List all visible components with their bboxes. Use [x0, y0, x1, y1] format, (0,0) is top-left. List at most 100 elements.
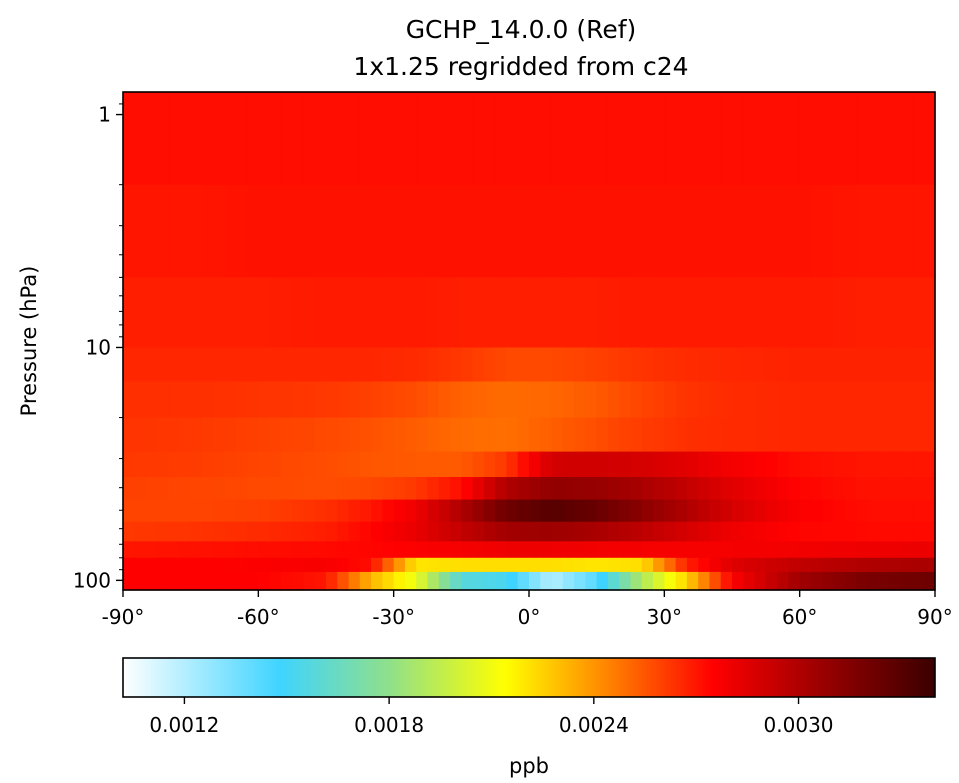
- heatmap-cell: [856, 477, 868, 501]
- heatmap-cell: [810, 184, 823, 278]
- heatmap-cell: [732, 541, 744, 559]
- heatmap-cell: [641, 557, 654, 573]
- heatmap-cell: [269, 347, 282, 383]
- heatmap-cell: [732, 477, 744, 501]
- heatmap-cell: [450, 92, 462, 186]
- heatmap-cell: [686, 451, 699, 478]
- heatmap-cell: [889, 499, 902, 523]
- heatmap-cell: [438, 277, 451, 349]
- heatmap-cell: [754, 277, 767, 349]
- heatmap-cell: [213, 499, 226, 523]
- heatmap-cell: [359, 571, 372, 591]
- heatmap-cell: [404, 347, 417, 383]
- heatmap-cell: [123, 277, 135, 349]
- heatmap-cell: [619, 347, 632, 383]
- heatmap-cell: [179, 92, 192, 186]
- heatmap-cell: [123, 417, 135, 453]
- heatmap-cell: [878, 92, 891, 186]
- heatmap-cell: [337, 571, 350, 591]
- heatmap-cell: [495, 541, 508, 559]
- heatmap-cell: [326, 451, 338, 478]
- heatmap-cell: [472, 477, 485, 501]
- heatmap-cell: [754, 477, 767, 501]
- heatmap-cell: [743, 499, 756, 523]
- heatmap-cell: [280, 92, 293, 186]
- heatmap-cell: [822, 571, 835, 591]
- heatmap-cell: [765, 477, 778, 501]
- heatmap-cell: [788, 417, 801, 453]
- heatmap-cell: [156, 477, 169, 501]
- heatmap-cell: [382, 451, 395, 478]
- heatmap-cell: [529, 521, 541, 542]
- heatmap-cell: [427, 499, 440, 523]
- heatmap-cell: [201, 557, 214, 573]
- heatmap-cell: [235, 499, 248, 523]
- heatmap-cell: [540, 477, 553, 501]
- heatmap-cell: [901, 571, 914, 591]
- heatmap-cell: [574, 347, 586, 383]
- heatmap-cell: [732, 347, 744, 383]
- heatmap-cell: [675, 92, 688, 186]
- heatmap-cell: [641, 451, 654, 478]
- heatmap-cell: [314, 92, 327, 186]
- heatmap-cell: [562, 417, 575, 453]
- heatmap-cell: [619, 541, 632, 559]
- heatmap-cell: [856, 541, 868, 559]
- heatmap-cell: [765, 347, 778, 383]
- chart-title: GCHP_14.0.0 (Ref): [406, 15, 637, 44]
- heatmap-cell: [179, 499, 192, 523]
- heatmap-cell: [889, 541, 902, 559]
- heatmap-cell: [427, 557, 440, 573]
- heatmap-cell: [709, 557, 722, 573]
- heatmap-cell: [641, 521, 654, 542]
- heatmap-cell: [382, 571, 395, 591]
- heatmap-cell: [393, 92, 406, 186]
- heatmap-cell: [867, 521, 880, 542]
- heatmap-cell: [540, 541, 553, 559]
- heatmap-cell: [551, 571, 564, 591]
- heatmap-cell: [303, 347, 316, 383]
- heatmap-cell: [562, 92, 575, 186]
- heatmap-cell: [495, 521, 508, 542]
- heatmap-cell: [438, 347, 451, 383]
- heatmap-cell: [607, 451, 620, 478]
- heatmap-cell: [326, 277, 338, 349]
- heatmap-cell: [269, 557, 282, 573]
- heatmap-cell: [179, 557, 192, 573]
- heatmap-cell: [607, 347, 620, 383]
- heatmap-cell: [213, 571, 226, 591]
- heatmap-cell: [901, 499, 914, 523]
- heatmap-cell: [123, 347, 135, 383]
- heatmap-cell: [168, 557, 180, 573]
- heatmap-cell: [495, 347, 508, 383]
- heatmap-cell: [641, 347, 654, 383]
- heatmap-cell: [247, 381, 259, 419]
- heatmap-cell: [258, 381, 271, 419]
- heatmap-cell: [822, 184, 835, 278]
- heatmap-cell: [777, 92, 789, 186]
- heatmap-cell: [732, 557, 744, 573]
- heatmap-cell: [562, 499, 575, 523]
- heatmap-cell: [856, 92, 868, 186]
- heatmap-cell: [201, 499, 214, 523]
- heatmap-cell: [190, 541, 203, 559]
- heatmap-cell: [168, 381, 180, 419]
- heatmap-cell: [901, 521, 914, 542]
- heatmap-cell: [923, 417, 936, 453]
- heatmap-cell: [664, 557, 677, 573]
- heatmap-cell: [607, 381, 620, 419]
- x-tick-label: -90°: [102, 605, 145, 629]
- heatmap-cell: [168, 277, 180, 349]
- heatmap-cell: [168, 417, 180, 453]
- heatmap-cell: [461, 571, 474, 591]
- heatmap-cell: [348, 541, 361, 559]
- heatmap-cell: [438, 477, 451, 501]
- heatmap-cell: [450, 477, 462, 501]
- heatmap-cell: [461, 451, 474, 478]
- heatmap-cell: [732, 499, 744, 523]
- heatmap-cell: [495, 381, 508, 419]
- heatmap-cell: [641, 277, 654, 349]
- heatmap-cell: [720, 277, 733, 349]
- heatmap-cell: [799, 521, 812, 542]
- heatmap-cell: [348, 184, 361, 278]
